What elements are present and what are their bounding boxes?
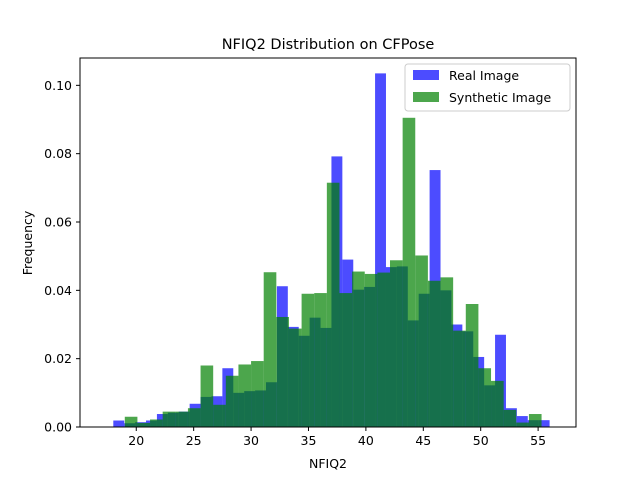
bar-real-image-0	[113, 420, 125, 427]
bar-synthetic-image-25	[440, 277, 454, 427]
bar-synthetic-image-30	[503, 409, 517, 427]
series-synthetic-image-bars	[124, 117, 542, 428]
bar-synthetic-image-13	[288, 328, 302, 427]
bar-synthetic-image-11	[263, 272, 277, 427]
bar-synthetic-image-28	[478, 368, 492, 427]
bar-synthetic-image-3	[162, 411, 176, 428]
x-tick-label-55: 55	[530, 433, 546, 448]
bar-synthetic-image-18	[352, 271, 365, 427]
x-tick-label-45: 45	[415, 433, 431, 448]
bar-synthetic-image-12	[276, 316, 289, 427]
chart-title: NFIQ2 Distribution on CFPose	[222, 37, 435, 53]
x-tick-label-50: 50	[473, 433, 489, 448]
x-tick-label-25: 25	[186, 433, 202, 448]
plot-area-frame	[79, 57, 577, 428]
bar-synthetic-image-22	[402, 117, 416, 427]
bar-synthetic-image-21	[390, 260, 403, 427]
bar-synthetic-image-15	[314, 293, 327, 427]
bar-synthetic-image-2	[150, 419, 163, 427]
bar-real-image-39	[538, 420, 550, 427]
legend: Real Image Synthetic Image	[404, 63, 571, 112]
legend-swatch-real-image	[413, 70, 439, 80]
bar-synthetic-image-20	[377, 272, 390, 427]
bar-synthetic-image-5	[187, 408, 201, 427]
x-tick-label-40: 40	[358, 433, 374, 448]
bar-synthetic-image-26	[453, 330, 466, 427]
bar-synthetic-image-23	[415, 255, 428, 427]
y-tick-label-0.04: 0.04	[44, 283, 72, 298]
bar-synthetic-image-6	[200, 365, 214, 427]
bar-synthetic-image-16	[326, 182, 340, 427]
bar-synthetic-image-24	[427, 280, 441, 427]
y-tick-label-0.00: 0.00	[44, 420, 72, 435]
bar-synthetic-image-7	[213, 404, 226, 427]
x-axis-label: NFIQ2	[309, 456, 347, 471]
legend-swatch-synthetic-image	[413, 92, 439, 102]
y-tick-label-0.08: 0.08	[44, 146, 72, 161]
bar-synthetic-image-17	[339, 293, 353, 427]
x-axis-ticks: 20 25 30 35 40 45 50 55	[128, 427, 546, 448]
bar-synthetic-image-10	[251, 361, 264, 427]
y-tick-label-0.10: 0.10	[44, 78, 72, 93]
bar-synthetic-image-31	[516, 422, 529, 427]
bar-synthetic-image-4	[175, 411, 188, 428]
bar-synthetic-image-1	[137, 422, 151, 427]
bar-synthetic-image-27	[465, 304, 479, 427]
bar-synthetic-image-14	[301, 293, 315, 427]
x-tick-label-30: 30	[243, 433, 259, 448]
bar-synthetic-image-32	[528, 414, 542, 427]
bar-real-image-37	[516, 416, 528, 427]
bar-real-image-35	[495, 334, 506, 427]
legend-label-real-image: Real Image	[449, 68, 519, 83]
bar-synthetic-image-0	[124, 416, 138, 427]
legend-label-synthetic-image: Synthetic Image	[449, 90, 551, 105]
bar-real-image-24	[375, 73, 386, 428]
y-axis-label: Frequency	[20, 210, 35, 275]
y-tick-label-0.06: 0.06	[44, 215, 72, 230]
y-tick-label-0.02: 0.02	[44, 351, 72, 366]
x-tick-label-35: 35	[301, 433, 317, 448]
y-axis-ticks: 0.00 0.02 0.04 0.06 0.08 0.10	[44, 78, 80, 435]
legend-box	[404, 63, 571, 112]
bar-synthetic-image-19	[364, 273, 378, 427]
x-tick-label-20: 20	[128, 433, 144, 448]
bar-synthetic-image-29	[491, 380, 504, 428]
bar-synthetic-image-8	[225, 375, 239, 427]
histogram-bars	[113, 73, 550, 428]
bar-synthetic-image-9	[238, 364, 252, 427]
